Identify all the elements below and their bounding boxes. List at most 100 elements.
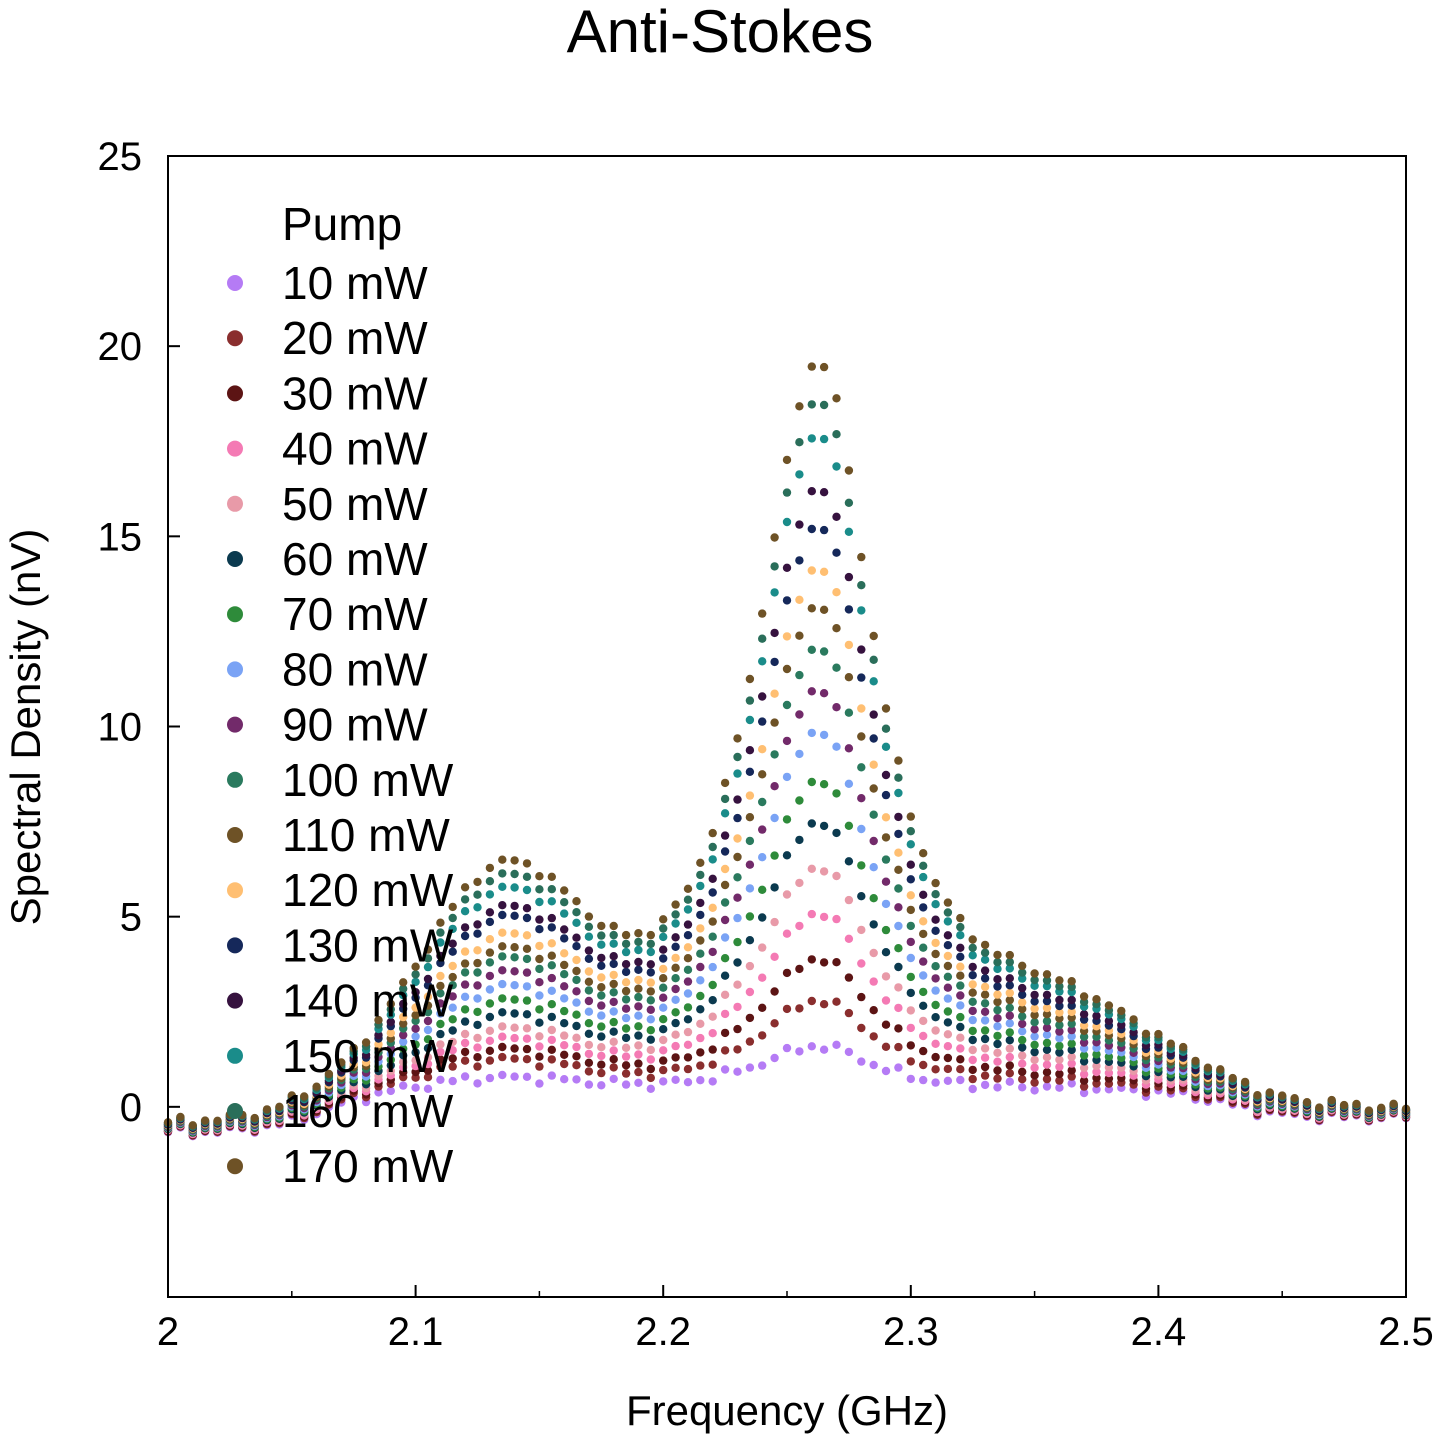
data-point [869,863,878,872]
data-point [980,1053,990,1062]
data-point [671,900,680,909]
data-point [968,962,977,972]
data-point [819,821,829,831]
data-point [535,897,544,907]
data-point [770,750,779,759]
data-point [621,930,631,940]
data-point [1302,1098,1312,1107]
data-point [919,929,928,939]
data-point [473,1020,482,1030]
data-point [510,995,519,1004]
data-point [547,913,556,923]
data-point [708,874,717,883]
data-point [1005,957,1014,967]
data-point [535,941,544,951]
data-point [646,1005,655,1014]
data-point [993,1074,1002,1083]
data-point [200,1116,210,1125]
data-point [919,1016,928,1026]
data-point [993,1048,1002,1058]
data-point [696,858,705,867]
data-point [436,1040,445,1049]
data-point [869,734,878,743]
data-point [881,855,891,864]
data-point [560,1019,569,1028]
data-point [485,1073,495,1083]
data-point [1055,1069,1064,1079]
data-point [832,1040,841,1050]
data-point [535,1032,544,1041]
data-point [423,1059,433,1069]
data-point [980,948,990,957]
data-point [956,952,965,961]
data-point [646,1045,655,1055]
data-point [906,972,915,982]
data-point [584,986,594,995]
data-point [423,1053,433,1062]
data-point [597,1060,606,1069]
data-point [522,944,532,953]
data-point [758,853,767,862]
data-point [1079,1063,1089,1073]
data-point [980,1034,990,1044]
data-point [1018,974,1027,983]
data-point [510,967,519,976]
data-point [659,1003,668,1012]
data-point [646,1035,655,1044]
data-point [869,710,878,719]
data-point [758,1061,767,1070]
data-point [1067,1079,1076,1088]
data-point [522,885,532,895]
data-point [572,955,581,965]
data-point [720,954,730,963]
data-point [1030,1047,1039,1057]
data-point [609,952,618,961]
data-point [535,991,544,1000]
data-point [795,749,804,759]
data-point [510,911,519,920]
data-point [968,1084,977,1094]
data-point [671,1030,680,1039]
data-point [448,1054,457,1063]
data-point [460,931,470,941]
data-point [560,994,569,1003]
data-point [1055,1008,1064,1017]
data-point [460,923,470,932]
data-point [572,897,581,906]
data-point [906,875,915,884]
data-point [436,1055,445,1064]
data-point [832,394,841,403]
data-point [1042,976,1052,985]
data-point [522,996,532,1005]
data-point [980,1071,990,1080]
data-point [547,1035,556,1045]
data-point [1005,1011,1014,1020]
data-point [1030,1055,1039,1065]
data-point [411,1003,420,1012]
data-point [832,588,841,597]
data-point [485,908,495,917]
data-point [621,960,631,969]
data-point [733,873,742,882]
data-point [510,1054,519,1063]
series-170-mw [163,362,1411,1130]
data-point [609,1046,618,1055]
data-point [931,974,940,983]
data-point [1018,961,1027,970]
data-point [770,952,779,961]
data-point [881,1020,891,1029]
data-point [671,974,680,983]
data-point [634,957,643,967]
data-point [621,939,631,949]
data-point [894,812,903,822]
data-point [287,1091,296,1100]
data-point [795,1047,804,1056]
data-point [659,945,668,954]
data-point [869,1060,878,1070]
data-point [683,895,693,904]
data-point [795,710,804,719]
data-point [275,1102,284,1112]
y-tick-label: 15 [98,515,143,559]
y-tick-label: 20 [98,325,143,369]
